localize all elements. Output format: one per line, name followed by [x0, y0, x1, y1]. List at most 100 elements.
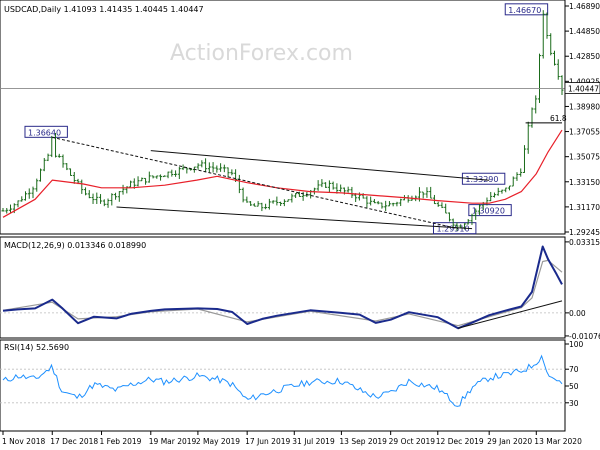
ohlc-bar: [57, 153, 61, 158]
ohlc-bar: [50, 135, 54, 158]
ohlc-bar: [237, 174, 241, 194]
ohlc-bar: [102, 199, 106, 207]
ohlc-bar: [489, 191, 493, 202]
watermark: ActionForex.com: [170, 41, 353, 66]
rsi-title: RSI(14) 52.5690: [4, 343, 69, 352]
price-tick-label: 1.40925: [569, 77, 600, 86]
annotation-1-33290-box: [461, 172, 506, 185]
ohlc-bar: [230, 169, 234, 176]
rsi-axis: 100 70 50 30: [565, 340, 584, 408]
ohlc-bar: [87, 190, 91, 199]
ohlc-bar: [391, 202, 395, 207]
ohlc-bar: [406, 195, 410, 203]
rsi-tick-label: 50: [569, 382, 579, 391]
ohlc-bar: [327, 180, 331, 193]
ohlc-bar: [99, 194, 103, 204]
ohlc-bar: [114, 192, 118, 200]
ohlc-bar: [177, 166, 181, 180]
ohlc-bar: [466, 219, 470, 225]
annotation-1-36640-box: [24, 125, 68, 138]
ohlc-bar: [354, 193, 358, 203]
rsi-tick-label: 70: [569, 365, 579, 374]
price-tick-label: 1.38980: [569, 102, 600, 111]
date-axis: 1 Nov 2018 17 Dec 2018 1 Feb 2019 19 Mar 20…: [2, 431, 582, 446]
ohlc-bar: [196, 163, 200, 170]
date-tick-label: 12 Dec 2019: [436, 437, 484, 446]
ohlc-bar: [429, 186, 433, 199]
ohlc-bar: [16, 200, 20, 208]
annotation-1-29510: 1.29510: [436, 225, 469, 234]
macd-title: MACD(12,26,9) 0.013346 0.018990: [4, 241, 146, 250]
date-tick-label: 13 Mar 2020: [534, 437, 582, 446]
ohlc-bar: [350, 186, 354, 199]
ohlc-bar: [477, 204, 481, 215]
annotation-1-36640: 1.36640: [28, 128, 61, 137]
ohlc-bar: [200, 160, 204, 168]
annotation-1-30920-box: [468, 204, 512, 217]
macd-axis: 0.033151 0.00 -0.010769: [565, 238, 600, 341]
ohlc-bar: [140, 177, 144, 182]
ohlc-bar: [151, 175, 155, 179]
ohlc-bar: [286, 199, 290, 202]
ohlc-bar: [174, 170, 178, 177]
ohlc-bar: [316, 180, 320, 191]
ohlc-bar: [507, 185, 511, 191]
ohlc-bar: [275, 196, 279, 206]
ohlc-bar: [346, 186, 350, 193]
ohlc-bar: [447, 212, 451, 222]
ohlc-bar: [537, 53, 541, 103]
ohlc-bar: [432, 194, 436, 205]
ohlc-bar: [185, 167, 189, 174]
ohlc-bar: [511, 176, 515, 187]
ohlc-bar: [387, 201, 391, 207]
ohlc-bar: [335, 183, 339, 194]
ohlc-bar: [24, 191, 28, 201]
date-tick-label: 1 Nov 2018: [2, 437, 45, 446]
ohlc-bar: [384, 200, 388, 212]
macd-series-layer: [0, 245, 565, 330]
ohlc-bar: [72, 171, 76, 184]
macd-trendline: [457, 300, 563, 329]
ohlc-bar: [144, 177, 148, 185]
ohlc-bar: [425, 187, 429, 198]
ohlc-bar: [39, 168, 43, 182]
ohlc-bar: [241, 187, 245, 203]
ohlc-bar: [249, 201, 253, 206]
ohlc-bar: [219, 163, 223, 172]
price-tick-label: 1.37055: [569, 128, 600, 137]
ohlc-bar: [1, 207, 5, 212]
ohlc-bar: [297, 191, 301, 198]
ohlc-bar: [380, 202, 384, 209]
price-trendline: [150, 150, 490, 181]
moving-average-line: [2, 129, 563, 218]
rsi-series-layer: [0, 354, 565, 407]
date-tick-label: 1 Feb 2019: [100, 437, 142, 446]
macd-panel-frame: [0, 236, 566, 339]
ohlc-bar: [436, 201, 440, 207]
date-tick-label: 17 Jun 2019: [245, 437, 290, 446]
ohlc-bar: [395, 201, 399, 207]
ohlc-bar: [492, 192, 496, 198]
ohlc-bar: [170, 169, 174, 177]
date-tick-label: 13 Sep 2019: [339, 437, 387, 446]
ohlc-bar: [324, 182, 328, 188]
ohlc-bar: [31, 186, 35, 199]
ohlc-bar: [372, 199, 376, 204]
ohlc-bar: [549, 33, 553, 56]
ohlc-bar: [260, 202, 264, 212]
ohlc-bar: [136, 176, 140, 187]
ohlc-bar: [245, 196, 249, 203]
ohlc-bar: [339, 184, 343, 192]
ohlc-bar: [117, 191, 121, 202]
ohlc-bar: [369, 196, 373, 206]
ohlc-bar: [69, 168, 73, 176]
ohlc-bar: [519, 168, 523, 177]
ohlc-bar: [376, 200, 380, 205]
ohlc-bar: [294, 193, 298, 199]
ohlc-bar: [312, 187, 316, 195]
ohlc-bar: [207, 162, 211, 173]
ohlc-bar: [331, 181, 335, 190]
annotation-1-46670-box: [504, 3, 549, 16]
